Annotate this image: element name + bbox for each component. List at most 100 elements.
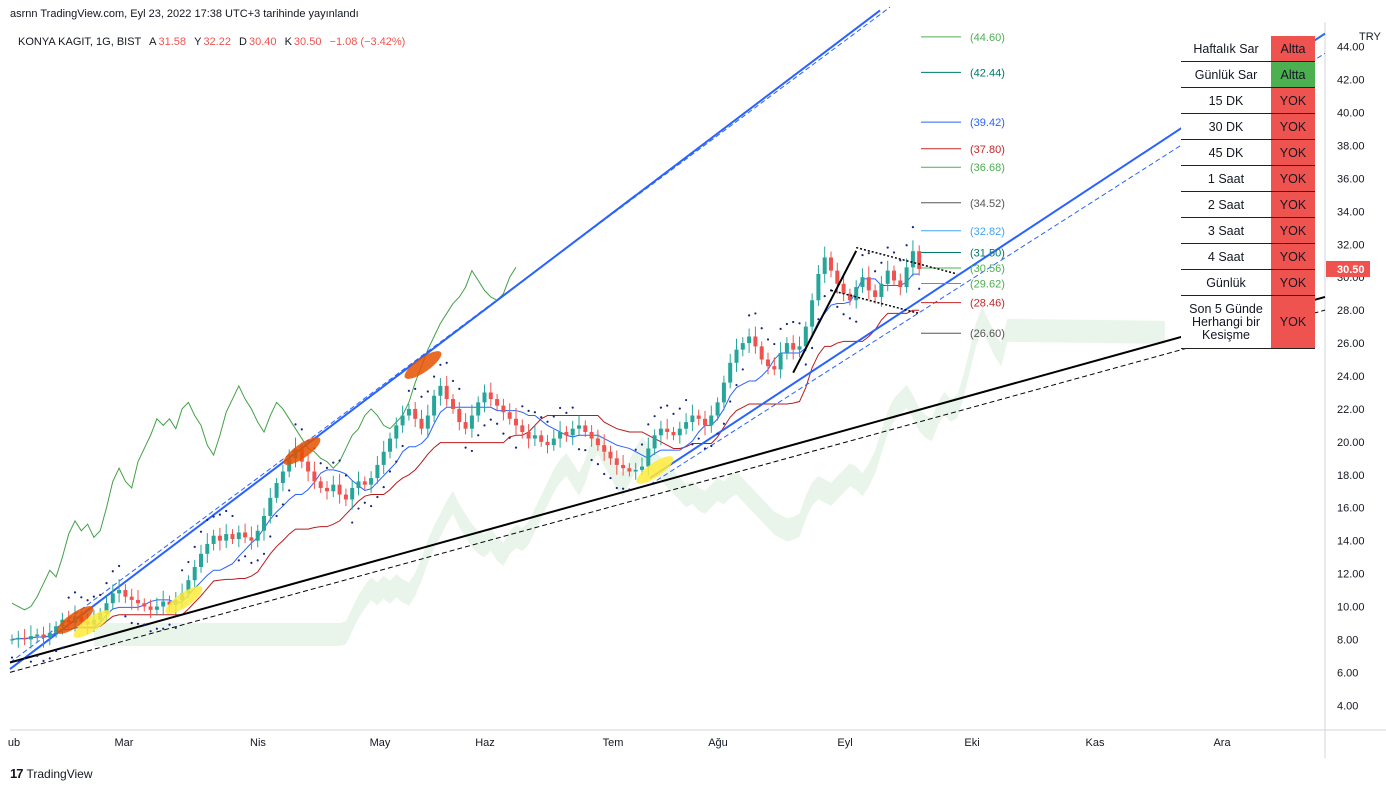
x-tick-label: Eki	[964, 737, 979, 749]
sar-dot	[464, 446, 467, 449]
sar-dot	[477, 434, 480, 437]
candle-body	[589, 431, 594, 439]
candle-body	[356, 481, 361, 488]
upper-channel-line	[9, 9, 881, 670]
signal-row: Son 5 Günde Herhangi bir Kesişme YOK	[1181, 295, 1315, 349]
candle-body	[123, 590, 128, 597]
candle-body	[217, 535, 222, 541]
sar-dot	[867, 252, 870, 255]
candle-body	[306, 461, 311, 472]
y-tick-label: 6.00	[1337, 667, 1358, 679]
low-label: D	[239, 36, 247, 48]
candle-body	[879, 283, 884, 297]
candle-body	[759, 346, 764, 360]
last-price-label: 30.50	[1337, 264, 1365, 276]
sar-dot	[48, 657, 51, 660]
candle-body	[841, 283, 846, 294]
sar-dot	[17, 659, 20, 662]
candle-body	[595, 438, 600, 446]
sar-dot	[174, 626, 177, 630]
signal-row: Günlük Sar Altta	[1181, 61, 1315, 88]
candle-body	[684, 422, 689, 429]
tradingview-footer: 17 TradingView	[10, 766, 93, 781]
sar-dot	[99, 593, 102, 597]
candle-body	[104, 603, 109, 614]
signal-row: 2 Saat YOK	[1181, 191, 1315, 218]
candle-body	[892, 270, 896, 281]
sar-dot	[722, 422, 726, 425]
sar-dot	[640, 443, 644, 446]
sar-dot	[433, 375, 436, 378]
sar-dot	[691, 443, 694, 446]
sar-dot	[451, 379, 455, 383]
candle-body	[255, 530, 260, 541]
sar-dot	[552, 415, 555, 418]
ichimoku-cloud	[93, 306, 1165, 647]
candle-body	[375, 464, 380, 479]
signal-status: Altta	[1271, 61, 1315, 88]
y-tick-label: 26.00	[1337, 338, 1365, 350]
sar-dot	[514, 446, 518, 449]
sar-dot	[817, 318, 820, 321]
y-tick-label: 36.00	[1337, 173, 1365, 185]
candle-body	[331, 484, 336, 492]
sar-dot	[565, 411, 568, 414]
signal-timeframe: Günlük Sar	[1181, 61, 1271, 88]
sar-dot	[672, 412, 675, 415]
candle-body	[658, 428, 663, 436]
flag-lower-line	[830, 289, 920, 315]
close-label: K	[284, 36, 292, 48]
candle-body	[28, 636, 33, 640]
open-label: A	[149, 36, 157, 48]
candle-body	[425, 415, 430, 429]
sar-dot	[237, 559, 240, 562]
sar-dot	[73, 591, 77, 594]
candle-body	[110, 593, 115, 604]
sar-dot	[23, 657, 26, 660]
sar-dot	[899, 259, 902, 262]
sar-dot	[918, 287, 921, 290]
candle-body	[325, 487, 329, 492]
candle-body	[633, 469, 638, 472]
candle-body	[463, 422, 468, 429]
candle-body	[627, 468, 632, 472]
signal-status: YOK	[1271, 165, 1315, 192]
sar-dot	[496, 422, 499, 425]
candle-body	[614, 458, 619, 465]
candle-body	[312, 471, 317, 482]
sar-dot	[124, 615, 127, 618]
candle-body	[791, 343, 796, 350]
price-level-label: (36.68)	[970, 162, 1005, 174]
sar-dot	[729, 400, 732, 403]
sar-dot	[407, 389, 410, 392]
sar-dot	[363, 501, 366, 504]
candle-body	[570, 428, 575, 436]
signal-timeframe: 3 Saat	[1181, 217, 1271, 244]
sar-dot	[55, 649, 58, 653]
symbol-legend: KONYA KAGIT, 1G, BIST A 31.58 Y 32.22 D 30.…	[18, 36, 405, 48]
candle-body	[577, 425, 581, 429]
sar-dot	[288, 489, 291, 492]
candle-body	[406, 408, 411, 416]
candle-body	[728, 362, 733, 383]
price-level-label: (30.56)	[970, 263, 1005, 275]
sar-dot	[470, 449, 473, 453]
sar-dot	[590, 458, 593, 462]
candle-body	[495, 399, 500, 406]
candle-body	[369, 478, 374, 485]
candle-body	[243, 532, 248, 538]
signal-status: YOK	[1271, 269, 1315, 296]
candle-body	[810, 300, 815, 327]
sar-dot	[766, 338, 770, 341]
candle-body	[778, 352, 783, 370]
candle-body	[400, 415, 405, 426]
sar-dot	[905, 244, 908, 247]
signal-table: Haftalık Sar Altta Günlük Sar Altta 15 DK YOK…	[1181, 36, 1315, 349]
candle-body	[469, 415, 474, 429]
y-tick-label: 18.00	[1337, 470, 1365, 482]
sar-dot	[388, 470, 392, 473]
price-level-label: (39.42)	[970, 117, 1005, 129]
sar-dot	[842, 313, 845, 316]
candle-body	[154, 606, 159, 610]
